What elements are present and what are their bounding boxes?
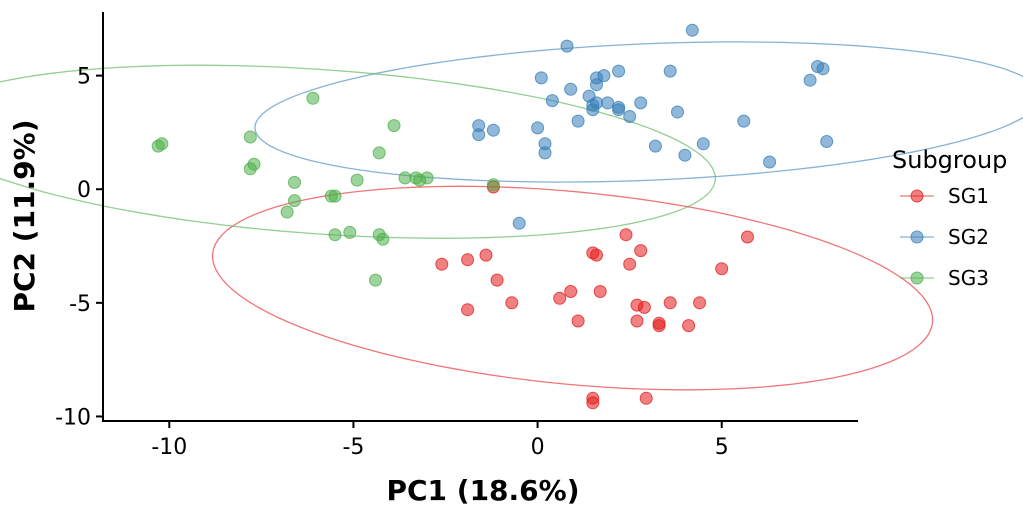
point-sg2 — [590, 78, 603, 92]
x-axis-title: PC1 (18.6%) — [386, 474, 579, 507]
point-sg1 — [435, 257, 449, 271]
point-sg1 — [461, 303, 475, 317]
axis-ticks: -10 -5 0 5 -10 -5 0 5 — [55, 65, 729, 460]
confidence-ellipses — [0, 41, 1023, 391]
x-tick-label: -10 — [151, 435, 187, 460]
point-sg3 — [288, 194, 301, 208]
point-sg2 — [601, 96, 615, 110]
point-sg2 — [820, 135, 834, 148]
point-sg3 — [243, 162, 257, 176]
y-tick-label: -10 — [55, 405, 91, 430]
point-sg1 — [490, 273, 504, 287]
point-sg3 — [486, 178, 500, 192]
point-sg2 — [512, 216, 526, 230]
point-sg1 — [663, 296, 677, 310]
point-sg1 — [652, 319, 666, 333]
point-sg2 — [816, 62, 830, 76]
point-sg1 — [623, 257, 637, 271]
point-sg2 — [671, 105, 684, 119]
point-sg1 — [461, 253, 475, 267]
point-sg1 — [639, 391, 653, 405]
legend-label-sg2: SG2 — [948, 225, 989, 249]
point-sg3 — [398, 171, 412, 185]
point-sg1 — [571, 314, 585, 328]
point-sg1 — [693, 296, 707, 310]
point-sg2 — [696, 137, 710, 151]
legend: Subgroup SG1 SG2 SG3 — [892, 146, 1007, 290]
point-sg3 — [350, 173, 364, 187]
point-sg2 — [612, 103, 626, 117]
point-sg1 — [715, 262, 729, 276]
point-sg2 — [486, 123, 500, 137]
legend-key-marker — [910, 271, 924, 285]
point-sg2 — [472, 119, 486, 133]
point-sg3 — [288, 175, 301, 189]
point-sg2 — [737, 114, 751, 128]
point-sg3 — [280, 205, 294, 219]
point-sg2 — [803, 73, 817, 87]
legend-label-sg1: SG1 — [948, 184, 989, 208]
point-sg3 — [243, 130, 257, 144]
point-sg2 — [564, 82, 578, 96]
point-sg1 — [741, 230, 754, 244]
point-sg2 — [634, 96, 648, 110]
ellipse-sg2 — [254, 41, 1023, 183]
point-sg2 — [678, 148, 692, 162]
point-sg2 — [586, 103, 600, 117]
point-sg2 — [597, 69, 611, 83]
point-sg1 — [505, 296, 519, 310]
point-sg3 — [343, 225, 357, 239]
legend-key-marker — [910, 189, 924, 203]
legend-label-sg3: SG3 — [948, 266, 989, 290]
point-sg1 — [553, 291, 567, 305]
point-sg2 — [545, 94, 559, 108]
legend-title: Subgroup — [892, 146, 1007, 174]
point-sg3 — [369, 273, 382, 287]
y-axis-title: PC2 (11.9%) — [8, 119, 41, 312]
point-sg3 — [387, 119, 401, 133]
point-sg3 — [155, 137, 169, 151]
point-sg1 — [634, 244, 648, 258]
point-sg1 — [479, 248, 493, 262]
point-sg2 — [531, 121, 545, 135]
x-tick-label: -5 — [342, 435, 364, 460]
point-sg1 — [590, 248, 603, 262]
point-sg2 — [763, 155, 777, 169]
ellipse-sg3 — [0, 64, 717, 239]
point-sg2 — [534, 71, 548, 85]
legend-key-marker — [910, 230, 924, 244]
point-sg2 — [612, 64, 626, 78]
point-sg2 — [685, 23, 699, 37]
point-sg1 — [637, 300, 651, 314]
point-sg3 — [420, 171, 434, 185]
point-sg1 — [682, 319, 696, 333]
point-sg3 — [306, 91, 320, 105]
axes — [102, 12, 858, 422]
point-sg3 — [376, 232, 390, 246]
point-sg1 — [593, 285, 607, 298]
point-sg1 — [619, 228, 633, 242]
x-tick-label: 0 — [531, 435, 545, 460]
point-sg2 — [623, 110, 637, 123]
point-sg2 — [663, 64, 677, 78]
y-tick-label: 0 — [77, 178, 91, 203]
point-sg1 — [586, 396, 600, 410]
point-sg2 — [571, 114, 585, 128]
ellipse-sg1 — [211, 185, 934, 391]
point-sg2 — [538, 146, 552, 160]
point-sg1 — [564, 285, 578, 298]
y-tick-label: 5 — [77, 65, 91, 90]
point-sg1 — [630, 314, 644, 328]
point-sg2 — [560, 39, 574, 53]
point-sg3 — [328, 228, 342, 242]
point-sg3 — [328, 189, 342, 203]
point-sg2 — [648, 139, 662, 153]
data-points — [151, 23, 834, 410]
x-tick-label: 5 — [715, 435, 729, 460]
y-tick-label: -5 — [69, 292, 91, 317]
point-sg3 — [372, 146, 386, 160]
